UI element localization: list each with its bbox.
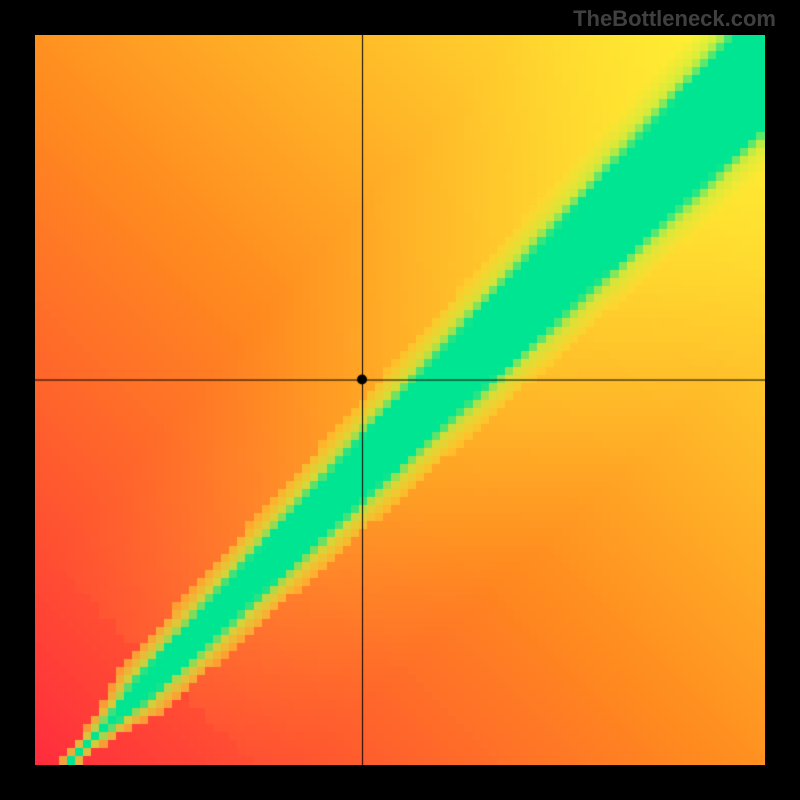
heatmap-plot bbox=[35, 35, 765, 765]
watermark-text: TheBottleneck.com bbox=[573, 6, 776, 32]
heatmap-canvas bbox=[35, 35, 765, 765]
